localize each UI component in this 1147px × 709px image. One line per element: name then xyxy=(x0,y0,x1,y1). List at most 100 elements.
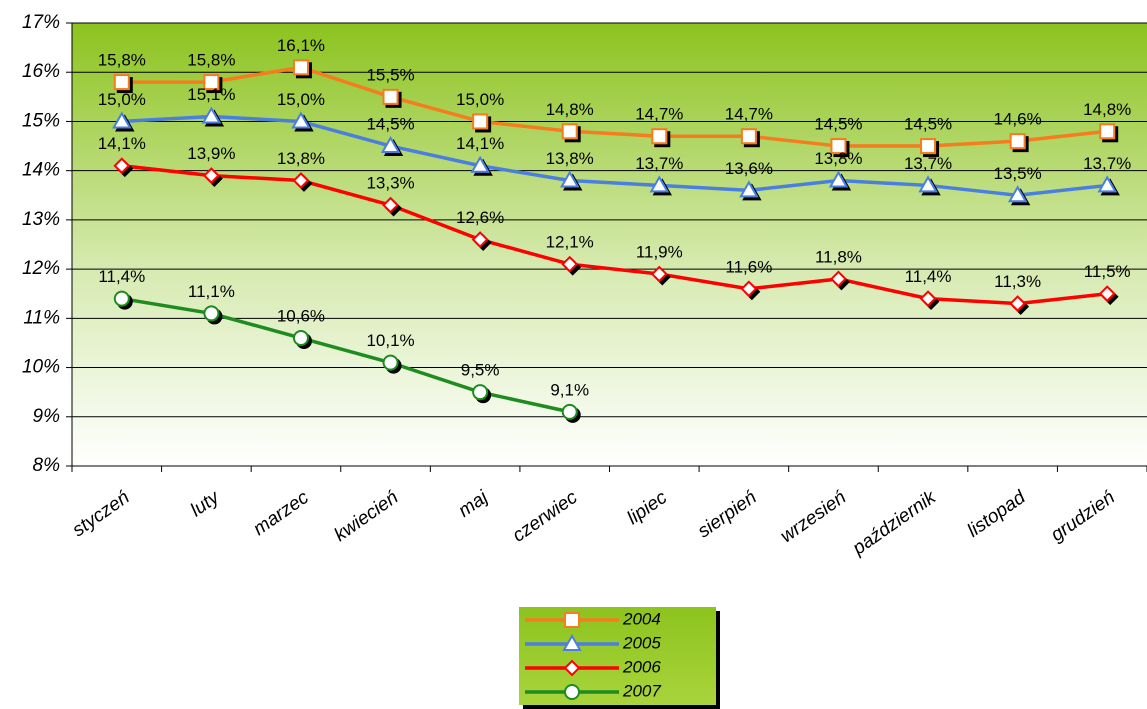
data-label: 14,1% xyxy=(456,134,504,153)
marker xyxy=(470,155,490,173)
data-label: 14,5% xyxy=(814,115,862,134)
x-tick-label: lipiec xyxy=(624,487,672,529)
y-tick-label: 9% xyxy=(33,406,61,427)
marker xyxy=(828,170,849,188)
data-label: 13,8% xyxy=(546,149,594,168)
x-tick-label: październik xyxy=(848,486,941,560)
marker xyxy=(561,403,578,420)
marker xyxy=(650,265,668,283)
marker xyxy=(1009,295,1027,312)
x-tick-label: marzec xyxy=(250,487,313,540)
marker xyxy=(292,330,309,347)
y-tick-label: 14% xyxy=(22,160,60,181)
y-tick-label: 10% xyxy=(22,357,60,378)
marker xyxy=(1007,185,1028,203)
marker xyxy=(292,172,310,189)
marker xyxy=(472,113,489,130)
data-label: 13,8% xyxy=(277,149,325,168)
marker xyxy=(113,290,130,307)
x-tick-label: listopad xyxy=(964,486,1031,542)
data-label: 16,1% xyxy=(277,36,325,55)
marker xyxy=(564,684,580,700)
data-label: 9,5% xyxy=(461,361,500,380)
marker xyxy=(1099,123,1116,140)
marker xyxy=(201,106,222,124)
data-label: 14,1% xyxy=(98,134,146,153)
marker xyxy=(564,612,580,628)
data-label: 14,8% xyxy=(546,100,594,119)
marker xyxy=(649,175,670,193)
marker xyxy=(830,138,847,155)
marker xyxy=(113,157,131,175)
marker xyxy=(563,659,581,677)
x-tick-label: sierpień xyxy=(694,487,761,542)
data-label: 15,1% xyxy=(187,85,235,104)
marker xyxy=(740,280,758,298)
legend-label: 2006 xyxy=(622,657,661,676)
data-label: 11,5% xyxy=(1084,262,1131,281)
data-label: 15,0% xyxy=(277,90,325,109)
x-tick-label: luty xyxy=(187,486,224,521)
marker xyxy=(291,111,311,129)
data-label: 10,1% xyxy=(366,331,414,350)
marker xyxy=(471,231,489,248)
data-label: 13,5% xyxy=(994,164,1042,183)
data-label: 13,6% xyxy=(725,159,773,178)
marker xyxy=(651,128,668,145)
marker xyxy=(1097,175,1117,193)
data-label: 11,6% xyxy=(725,257,772,276)
legend-label: 2007 xyxy=(622,681,661,700)
y-tick-label: 13% xyxy=(22,209,60,230)
data-label: 13,3% xyxy=(366,174,414,193)
marker xyxy=(112,111,132,129)
marker xyxy=(113,74,130,91)
x-tick-label: styczeń xyxy=(69,487,134,541)
data-label: 10,6% xyxy=(277,307,325,326)
y-tick-label: 15% xyxy=(22,110,60,131)
series-line xyxy=(121,114,1108,198)
marker xyxy=(740,128,757,145)
data-label: 15,0% xyxy=(98,90,146,109)
x-tick-label: czerwiec xyxy=(509,487,582,547)
data-label: 14,8% xyxy=(1083,100,1131,119)
marker xyxy=(202,167,220,185)
data-label: 14,6% xyxy=(994,110,1042,129)
data-label: 12,1% xyxy=(546,233,594,252)
marker xyxy=(1098,285,1116,303)
marker xyxy=(292,59,309,76)
data-label: 9,1% xyxy=(550,380,589,399)
marker xyxy=(561,123,578,140)
y-tick-label: 11% xyxy=(23,307,60,328)
marker xyxy=(918,175,938,193)
marker xyxy=(559,170,580,188)
data-label: 13,8% xyxy=(814,149,862,168)
legend-label: 2004 xyxy=(622,609,661,628)
data-label: 11,9% xyxy=(636,243,683,262)
data-label: 11,1% xyxy=(188,282,235,301)
marker xyxy=(472,384,489,401)
marker xyxy=(562,633,582,651)
marker xyxy=(920,138,937,155)
marker xyxy=(380,136,401,154)
data-label: 11,8% xyxy=(815,247,862,266)
data-label: 14,5% xyxy=(366,115,414,134)
data-label: 15,8% xyxy=(98,51,146,70)
marker xyxy=(382,196,399,214)
data-label: 13,7% xyxy=(1083,154,1131,173)
series-line xyxy=(121,65,1108,148)
marker xyxy=(561,255,579,273)
y-tick-label: 16% xyxy=(22,61,60,82)
data-label: 11,4% xyxy=(905,267,952,286)
data-label: 13,9% xyxy=(187,144,235,163)
data-label: 14,7% xyxy=(725,105,773,124)
data-label: 12,6% xyxy=(456,208,504,227)
x-tick-label: grudzień xyxy=(1047,487,1119,546)
data-label: 14,7% xyxy=(635,105,683,124)
x-tick-label: wrzesień xyxy=(777,487,850,547)
series-line xyxy=(121,296,571,414)
data-label: 15,0% xyxy=(456,90,504,109)
legend-label: 2005 xyxy=(622,633,661,652)
plot-area xyxy=(72,23,1147,466)
marker xyxy=(203,74,220,91)
